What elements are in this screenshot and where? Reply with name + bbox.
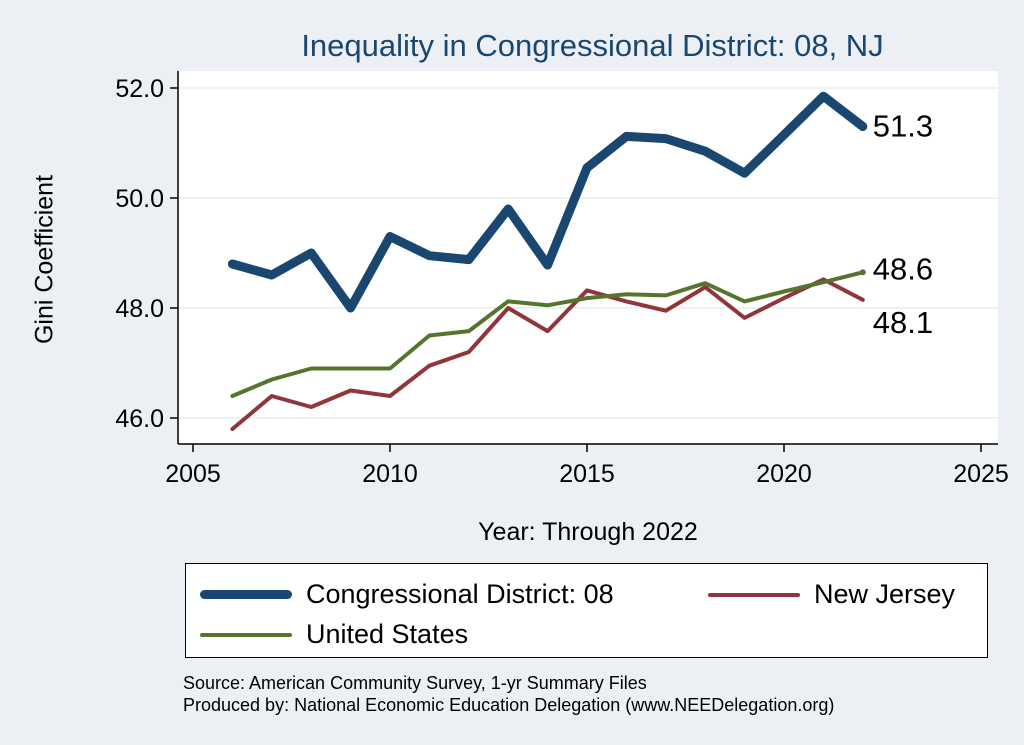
end-labels: 51.3 48.1 48.6: [873, 109, 933, 340]
x-tick-label: 2020: [756, 460, 812, 488]
series-line-united-states: [230, 270, 865, 398]
legend-label-new-jersey: New Jersey: [814, 579, 956, 609]
legend-item-united-states: United States: [200, 619, 468, 650]
end-value-label: 48.1: [873, 305, 933, 340]
legend: Congressional District: 08 New Jersey Un…: [185, 563, 988, 658]
legend-swatch-district: [200, 590, 292, 599]
series-endpoint: [859, 269, 866, 276]
series-line-district: [227, 91, 868, 313]
legend-label-united-states: United States: [306, 619, 469, 649]
legend-label-district: Congressional District: 08: [306, 579, 614, 609]
legend-swatch-united-states: [200, 632, 292, 637]
x-tick-label: 2015: [559, 460, 615, 488]
source-note: Source: American Community Survey, 1-yr …: [183, 672, 834, 716]
y-tick-label: 52.0: [115, 75, 164, 103]
series-line-new-jersey: [230, 277, 865, 431]
end-value-label: 51.3: [873, 109, 933, 144]
legend-item-new-jersey: New Jersey: [708, 579, 955, 610]
axes: 46.0 48.0 50.0 52.0 2005 2010 2015 2020 2025: [115, 71, 1009, 488]
legend-item-district: Congressional District: 08: [200, 579, 614, 610]
series-group: [227, 91, 868, 431]
x-tick-label: 2025: [953, 460, 1009, 488]
end-value-label: 48.6: [873, 251, 933, 286]
source-line: Source: American Community Survey, 1-yr …: [183, 673, 647, 693]
y-tick-label: 50.0: [115, 185, 164, 213]
legend-swatch-new-jersey: [708, 592, 800, 597]
chart-title: Inequality in Congressional District: 08…: [301, 28, 884, 63]
y-axis-label: Gini Coefficient: [30, 174, 59, 345]
y-tick-label: 48.0: [115, 295, 164, 323]
grid: [178, 87, 998, 419]
x-tick-label: 2005: [165, 460, 221, 488]
y-tick-label: 46.0: [115, 405, 164, 433]
x-tick-label: 2010: [362, 460, 418, 488]
produced-by-line: Produced by: National Economic Education…: [183, 695, 835, 715]
x-axis-label: Year: Through 2022: [478, 518, 698, 546]
